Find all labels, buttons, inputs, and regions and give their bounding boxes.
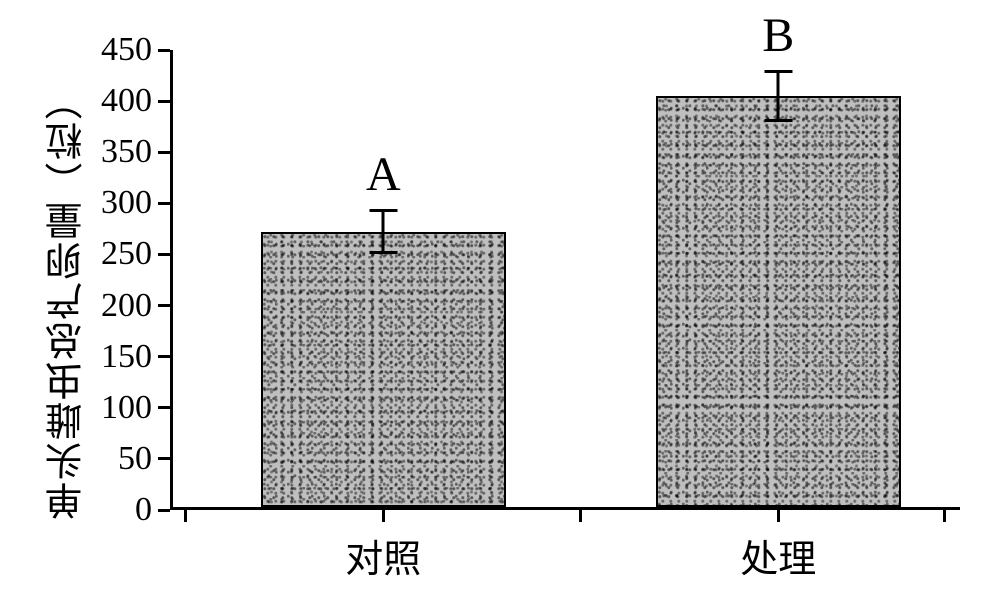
y-axis-line [170,50,173,510]
y-tick-label: 150 [101,338,152,376]
y-tick [158,355,170,358]
y-axis-label: 单头雌虫总产卵量（粒） [40,80,95,520]
error-cap-top [369,209,397,212]
y-tick [158,100,170,103]
y-tick-label: 100 [101,389,152,427]
y-tick [158,253,170,256]
x-tick-label: 处理 [740,528,816,583]
y-tick [158,509,170,512]
y-tick-label: 200 [101,287,152,325]
x-tick-minor [184,510,187,522]
y-tick [158,304,170,307]
y-tick-label: 50 [118,440,152,478]
error-bar [777,70,780,121]
y-tick-label: 400 [101,82,152,120]
plot-area: 050100150200250300350400450A对照B处理 [170,50,960,510]
y-tick [158,406,170,409]
x-tick-minor [579,510,582,522]
bar-fill [658,98,899,505]
x-tick-label: 对照 [345,528,421,583]
error-cap-bottom [369,251,397,254]
bar [261,232,506,507]
bar-chart: 单头雌虫总产卵量（粒） 050100150200250300350400450A… [60,10,980,590]
error-cap-top [764,70,792,73]
significance-label: A [366,147,401,202]
x-tick [777,510,780,522]
y-tick [158,49,170,52]
y-tick-label: 250 [101,235,152,273]
bar [656,96,901,507]
bar-fill [263,234,504,505]
y-tick [158,457,170,460]
y-tick [158,202,170,205]
x-axis-line [170,507,960,510]
significance-label: B [762,8,794,63]
error-cap-bottom [764,119,792,122]
y-tick-label: 300 [101,184,152,222]
y-tick-label: 350 [101,133,152,171]
y-tick-label: 450 [101,31,152,69]
x-tick [382,510,385,522]
y-tick [158,151,170,154]
error-bar [382,209,385,254]
x-tick-minor [943,510,946,522]
y-tick-label: 0 [135,491,152,529]
